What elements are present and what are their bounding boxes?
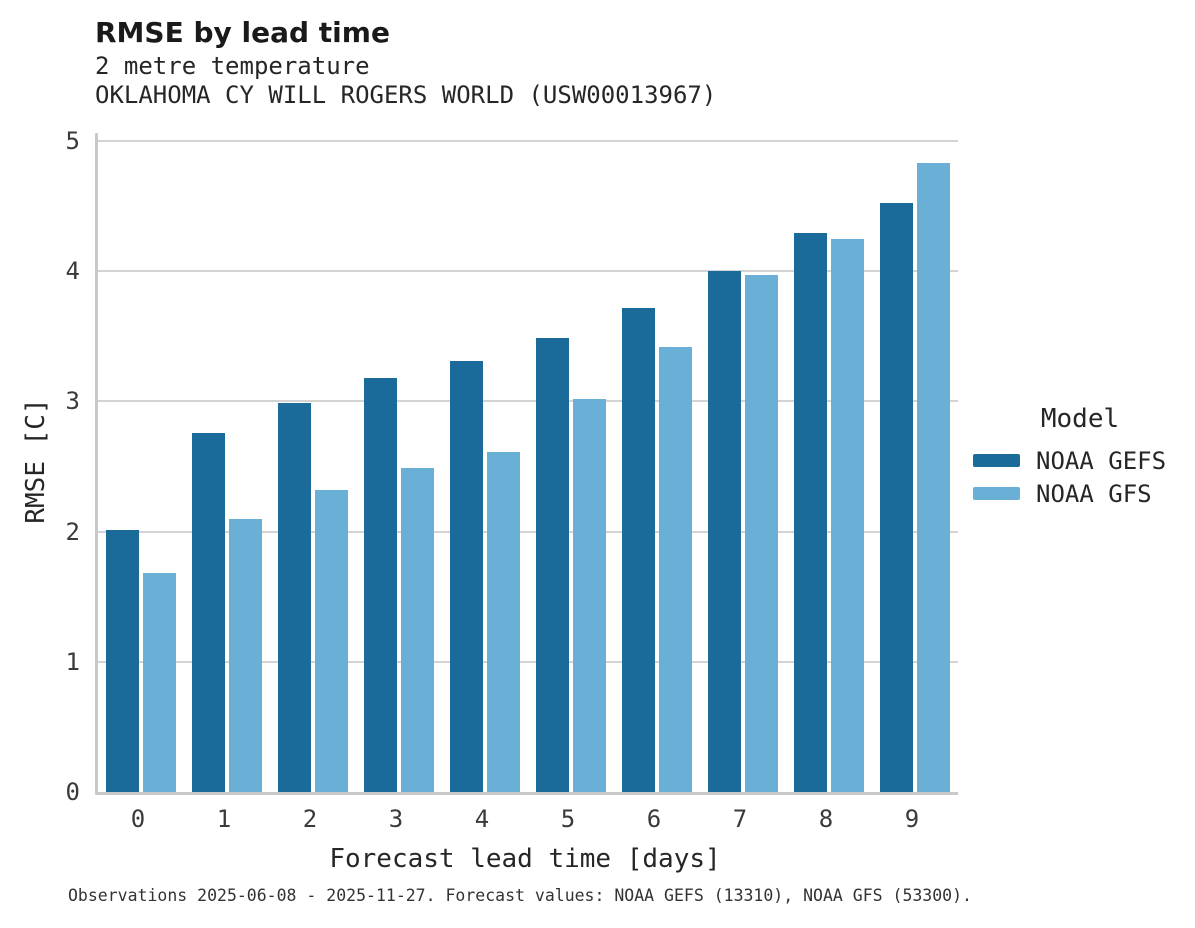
- legend-title: Model: [1040, 404, 1120, 434]
- x-tick-label-7: 7: [732, 805, 748, 833]
- gridline-y-2: [98, 530, 958, 533]
- x-tick-label-4: 4: [474, 805, 490, 833]
- y-tick-label-1: 1: [65, 647, 80, 676]
- legend-item-noaa-gefs: NOAA GEFS: [973, 444, 1187, 477]
- bar-noaa-gefs-lead-2: [278, 402, 311, 792]
- y-tick-label-3: 3: [65, 387, 80, 416]
- gridline-y-5: [98, 139, 958, 142]
- x-tick-label-5: 5: [560, 805, 576, 833]
- bar-noaa-gefs-lead-0: [106, 530, 139, 792]
- bar-group-lead-7: [700, 133, 786, 792]
- bar-group-lead-1: [184, 133, 270, 792]
- plot-area: [95, 133, 958, 795]
- x-tick-label-0: 0: [130, 805, 146, 833]
- bar-noaa-gefs-lead-3: [364, 377, 397, 792]
- gridline-y-3: [98, 400, 958, 403]
- x-tick-label-2: 2: [302, 805, 318, 833]
- bar-noaa-gefs-lead-7: [708, 271, 741, 792]
- bar-group-lead-3: [356, 133, 442, 792]
- bar-noaa-gefs-lead-6: [622, 307, 655, 792]
- x-tick-label-9: 9: [904, 805, 920, 833]
- bar-group-lead-8: [786, 133, 872, 792]
- chart-title: RMSE by lead time: [95, 16, 390, 49]
- bar-noaa-gfs-lead-6: [659, 346, 692, 792]
- bar-noaa-gefs-lead-1: [192, 432, 225, 792]
- x-tick-label-3: 3: [388, 805, 404, 833]
- x-tick-label-8: 8: [818, 805, 834, 833]
- x-axis-title: Forecast lead time [days]: [329, 844, 721, 874]
- gridline-y-1: [98, 660, 958, 663]
- bar-noaa-gfs-lead-4: [487, 452, 520, 792]
- legend: Model NOAA GEFS NOAA GFS: [973, 404, 1187, 510]
- bar-noaa-gfs-lead-3: [401, 467, 434, 792]
- bar-noaa-gfs-lead-9: [917, 163, 950, 792]
- y-tick-label-2: 2: [65, 517, 80, 546]
- x-tick-label-6: 6: [646, 805, 662, 833]
- bar-noaa-gefs-lead-5: [536, 337, 569, 792]
- legend-swatch-noaa-gefs: [973, 454, 1020, 467]
- legend-item-noaa-gfs: NOAA GFS: [973, 477, 1187, 510]
- y-tick-label-4: 4: [65, 257, 80, 286]
- bar-noaa-gfs-lead-7: [745, 275, 778, 792]
- y-axis-title: RMSE [C]: [21, 398, 51, 524]
- legend-label: NOAA GFS: [1036, 479, 1152, 508]
- bar-group-lead-6: [614, 133, 700, 792]
- legend-label: NOAA GEFS: [1036, 446, 1167, 475]
- bar-noaa-gfs-lead-1: [229, 518, 262, 792]
- gridline-y-4: [98, 270, 958, 273]
- y-tick-label-5: 5: [65, 126, 80, 155]
- bar-noaa-gfs-lead-5: [573, 398, 606, 792]
- legend-swatch-noaa-gfs: [973, 487, 1020, 500]
- bar-noaa-gfs-lead-2: [315, 489, 348, 792]
- bar-noaa-gfs-lead-0: [143, 573, 176, 792]
- bar-group-lead-5: [528, 133, 614, 792]
- bar-group-lead-2: [270, 133, 356, 792]
- bar-group-lead-9: [872, 133, 958, 792]
- bar-noaa-gefs-lead-9: [880, 203, 913, 792]
- bar-group-lead-0: [98, 133, 184, 792]
- x-tick-label-1: 1: [216, 805, 232, 833]
- legend-items: NOAA GEFS NOAA GFS: [973, 444, 1187, 510]
- chart-subtitle-station: OKLAHOMA CY WILL ROGERS WORLD (USW000139…: [95, 81, 717, 109]
- bar-noaa-gfs-lead-8: [831, 238, 864, 792]
- bar-group-lead-4: [442, 133, 528, 792]
- bar-noaa-gefs-lead-8: [794, 233, 827, 792]
- y-tick-label-0: 0: [65, 778, 80, 806]
- footer-note: Observations 2025-06-08 - 2025-11-27. Fo…: [68, 886, 972, 905]
- chart-subtitle-variable: 2 metre temperature: [95, 52, 370, 80]
- bar-noaa-gefs-lead-4: [450, 361, 483, 792]
